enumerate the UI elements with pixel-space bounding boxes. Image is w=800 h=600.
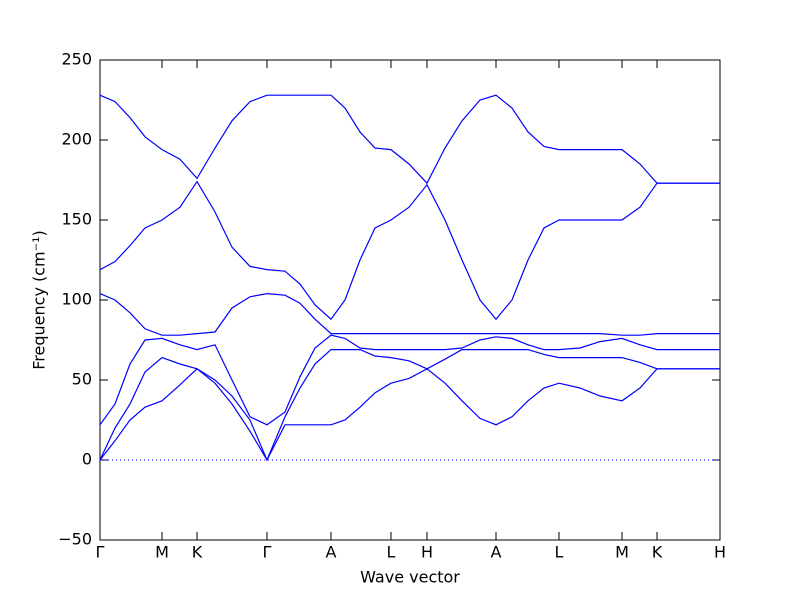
x-tick-label: Γ: [96, 543, 105, 562]
x-tick-label: Γ: [263, 543, 272, 562]
band-line: [99, 368, 720, 462]
band-line: [99, 292, 720, 336]
x-tick-label: A: [491, 543, 502, 562]
y-tick-label: −50: [58, 530, 92, 549]
y-tick-label: 50: [72, 370, 92, 389]
y-tick-label: 200: [61, 130, 92, 149]
y-tick-label: 150: [61, 210, 92, 229]
y-axis-label: Frequency (cm⁻¹): [30, 230, 49, 369]
x-tick-label: A: [326, 543, 337, 562]
band-line: [99, 180, 720, 321]
x-tick-label: H: [421, 543, 433, 562]
x-tick-label: L: [555, 543, 564, 562]
band-line: [99, 349, 720, 462]
x-axis-label: Wave vector: [360, 568, 460, 587]
band-line: [99, 334, 720, 426]
y-tick-label: 250: [61, 50, 92, 69]
x-tick-label: M: [615, 543, 629, 562]
x-tick-label: K: [192, 543, 203, 562]
plot-frame: [99, 59, 721, 541]
y-tick-label: 0: [82, 450, 92, 469]
x-tick-label: K: [652, 543, 663, 562]
x-tick-label: H: [714, 543, 726, 562]
x-tick-label: M: [155, 543, 169, 562]
band-line: [99, 94, 720, 185]
x-tick-label: L: [387, 543, 396, 562]
y-tick-label: 100: [61, 290, 92, 309]
